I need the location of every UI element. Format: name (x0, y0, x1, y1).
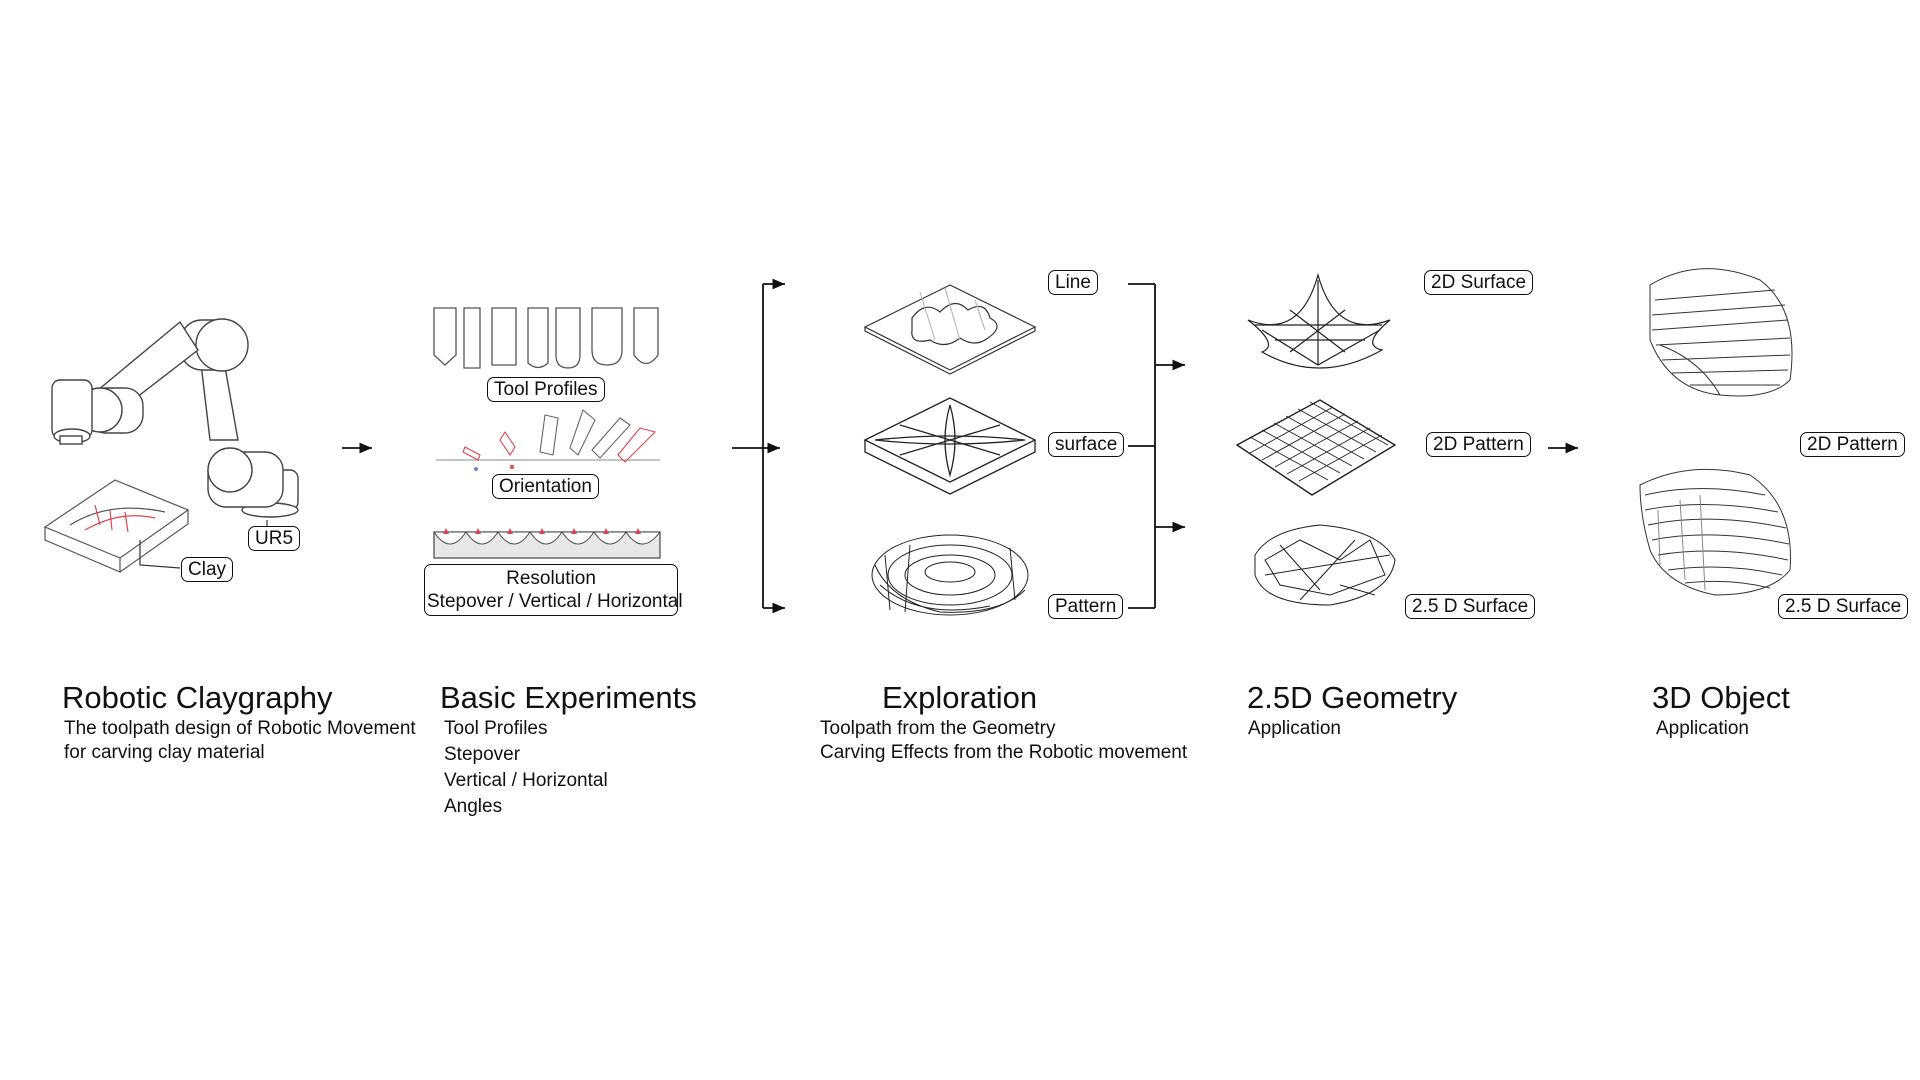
section-desc-robotic-claygraphy: The toolpath design of Robotic Movement … (64, 717, 416, 765)
geometry-2d-pattern-illustration (1235, 399, 1397, 496)
obj-2d-pattern-tag: 2D Pattern (1800, 432, 1905, 457)
desc-line: Angles (444, 796, 503, 817)
resolution-tag: Resolution Stepover / Vertical / Horizon… (424, 564, 683, 616)
clay-label: Clay (188, 559, 227, 580)
section-desc-25d-geometry: Application (1248, 717, 1341, 741)
robot-arm-illustration (51, 318, 299, 518)
obj-2d-pattern-label: 2D Pattern (1807, 434, 1898, 455)
geometry-2d-surface-illustration (1247, 272, 1391, 369)
desc-line: Vertical / Horizontal (444, 770, 608, 791)
desc-line: Application (1248, 718, 1341, 739)
pattern-label: Pattern (1055, 596, 1117, 617)
section-title-basic-experiments: Basic Experiments (440, 680, 697, 715)
geo-2d-surface-label: 2D Surface (1431, 272, 1527, 293)
ur5-tag: UR5 (248, 526, 301, 551)
section-desc-exploration: Toolpath from the Geometry Carving Effec… (820, 717, 1187, 765)
tool-profiles-label: Tool Profiles (494, 379, 598, 400)
geo-2d-surface-tag: 2D Surface (1424, 270, 1534, 295)
branch-connector-1 (732, 278, 785, 614)
branch-connector-2 (1128, 283, 1185, 609)
desc-line: Tool Profiles (444, 718, 548, 739)
object-bottom-illustration (1639, 468, 1791, 596)
clay-tag: Clay (181, 557, 234, 582)
pattern-tag: Pattern (1048, 594, 1124, 619)
obj-25d-surface-tag: 2.5 D Surface (1778, 594, 1909, 619)
desc-line: Stepover (444, 744, 521, 765)
desc-line: The toolpath design of Robotic Movement (64, 718, 416, 739)
tool-profiles-tag: Tool Profiles (487, 377, 605, 402)
clay-block-illustration (43, 479, 190, 573)
resolution-illustration (433, 528, 662, 559)
orientation-tag: Orientation (492, 474, 599, 499)
desc-line: Toolpath from the Geometry (820, 718, 1056, 739)
geo-25d-surface-tag: 2.5 D Surface (1405, 594, 1536, 619)
section-title-robotic-claygraphy: Robotic Claygraphy (62, 680, 333, 715)
section-title-exploration: Exploration (882, 680, 1038, 715)
orientation-illustration (436, 409, 660, 471)
exploration-line-illustration (863, 284, 1037, 375)
surface-label: surface (1055, 434, 1118, 455)
orientation-label: Orientation (499, 476, 592, 497)
obj-25d-surface-label: 2.5 D Surface (1785, 596, 1902, 617)
resolution-label: Resolution (506, 568, 596, 589)
exploration-surface-illustration (863, 397, 1037, 495)
resolution-detail-label: Stepover / Vertical / Horizontal (427, 591, 683, 612)
section-title-3d-object: 3D Object (1652, 680, 1790, 715)
geo-25d-surface-label: 2.5 D Surface (1412, 596, 1529, 617)
line-label: Line (1055, 272, 1091, 293)
section-title-25d-geometry: 2.5D Geometry (1247, 680, 1458, 715)
ur5-label: UR5 (255, 528, 294, 549)
desc-line: for carving clay material (64, 742, 265, 763)
surface-tag: surface (1048, 432, 1125, 457)
geo-2d-pattern-label: 2D Pattern (1433, 434, 1524, 455)
line-tag: Line (1048, 270, 1098, 295)
geometry-25d-surface-illustration (1254, 524, 1396, 606)
desc-line: Application (1656, 718, 1749, 739)
desc-line: Carving Effects from the Robotic movemen… (820, 742, 1188, 763)
object-top-illustration (1649, 268, 1793, 397)
geo-2d-pattern-tag: 2D Pattern (1426, 432, 1531, 457)
section-desc-basic-experiments: Tool Profiles Stepover Vertical / Horizo… (444, 717, 608, 821)
exploration-pattern-illustration (871, 534, 1029, 616)
tool-profiles-illustration (433, 307, 659, 369)
section-desc-3d-object: Application (1656, 717, 1749, 741)
